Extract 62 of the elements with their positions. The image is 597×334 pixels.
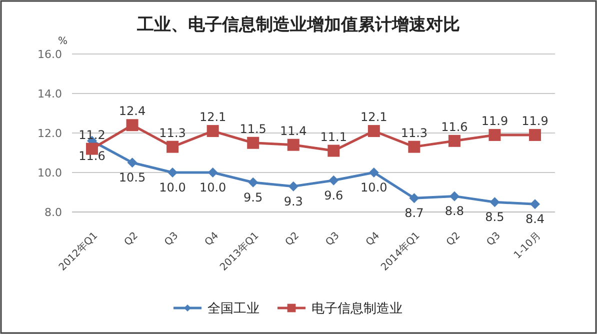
data-label: 12.4 (118, 104, 146, 118)
point (368, 168, 379, 178)
legend-label: 全国工业 (208, 302, 260, 317)
x-tick-label: Q2 (284, 230, 302, 248)
data-label: 12.1 (360, 110, 388, 124)
data-label: 10.0 (360, 180, 388, 194)
y-axis-title: % (58, 36, 68, 47)
data-label: 11.9 (522, 114, 548, 128)
data-label: 10.0 (159, 180, 186, 194)
x-tick-label: Q4 (364, 230, 382, 248)
point (328, 175, 339, 186)
data-label: 10.0 (199, 180, 226, 194)
point (247, 136, 260, 149)
data-label: 11.3 (159, 126, 186, 140)
data-label: 11.9 (481, 114, 508, 128)
data-label: 10.5 (118, 170, 146, 185)
chart-title: 工业、电子信息制造业增加值累计增速对比 (136, 15, 460, 35)
point (529, 128, 541, 141)
point (448, 134, 460, 147)
x-tick-label: Q2 (122, 230, 140, 248)
point (488, 128, 501, 141)
data-label: 11.4 (280, 124, 307, 138)
y-tick-label: 12.0 (38, 126, 62, 140)
point (126, 119, 138, 132)
x-tick-label: Q2 (444, 230, 463, 248)
point (206, 125, 219, 138)
point (490, 197, 500, 208)
y-tick-label: 10.0 (38, 166, 62, 180)
data-label: 8.5 (485, 210, 504, 224)
y-tick-label: 8.0 (44, 206, 62, 219)
data-label: 8.8 (444, 204, 464, 218)
point (287, 138, 300, 151)
data-label: 8.7 (404, 206, 424, 220)
data-label: 8.4 (525, 212, 545, 226)
legend-label: 电子信息制造业 (312, 302, 402, 317)
point (208, 168, 218, 178)
y-tick-label: 16.0 (38, 48, 62, 61)
point (166, 140, 179, 153)
data-label: 9.6 (324, 188, 344, 202)
data-label: 11.6 (441, 120, 468, 134)
point (530, 199, 540, 210)
data-label: 9.3 (284, 194, 303, 208)
point (328, 144, 340, 157)
x-tick-label: Q3 (324, 230, 342, 248)
point (408, 140, 420, 153)
point (248, 177, 258, 188)
point (449, 191, 460, 202)
point (168, 168, 178, 178)
data-label: 11.2 (78, 128, 106, 142)
x-tick-label: Q3 (485, 230, 503, 248)
x-tick-label: Q4 (203, 230, 221, 248)
point (368, 125, 380, 138)
data-label: 9.5 (244, 190, 263, 204)
data-label: 11.3 (400, 126, 428, 140)
data-label: 12.1 (199, 110, 226, 124)
x-tick-label: Q3 (162, 230, 181, 248)
data-label: 11.5 (240, 122, 266, 136)
point (409, 193, 420, 204)
point (288, 181, 298, 192)
y-tick-label: 14.0 (38, 87, 62, 100)
data-label: 11.1 (320, 130, 347, 144)
point (127, 158, 138, 168)
